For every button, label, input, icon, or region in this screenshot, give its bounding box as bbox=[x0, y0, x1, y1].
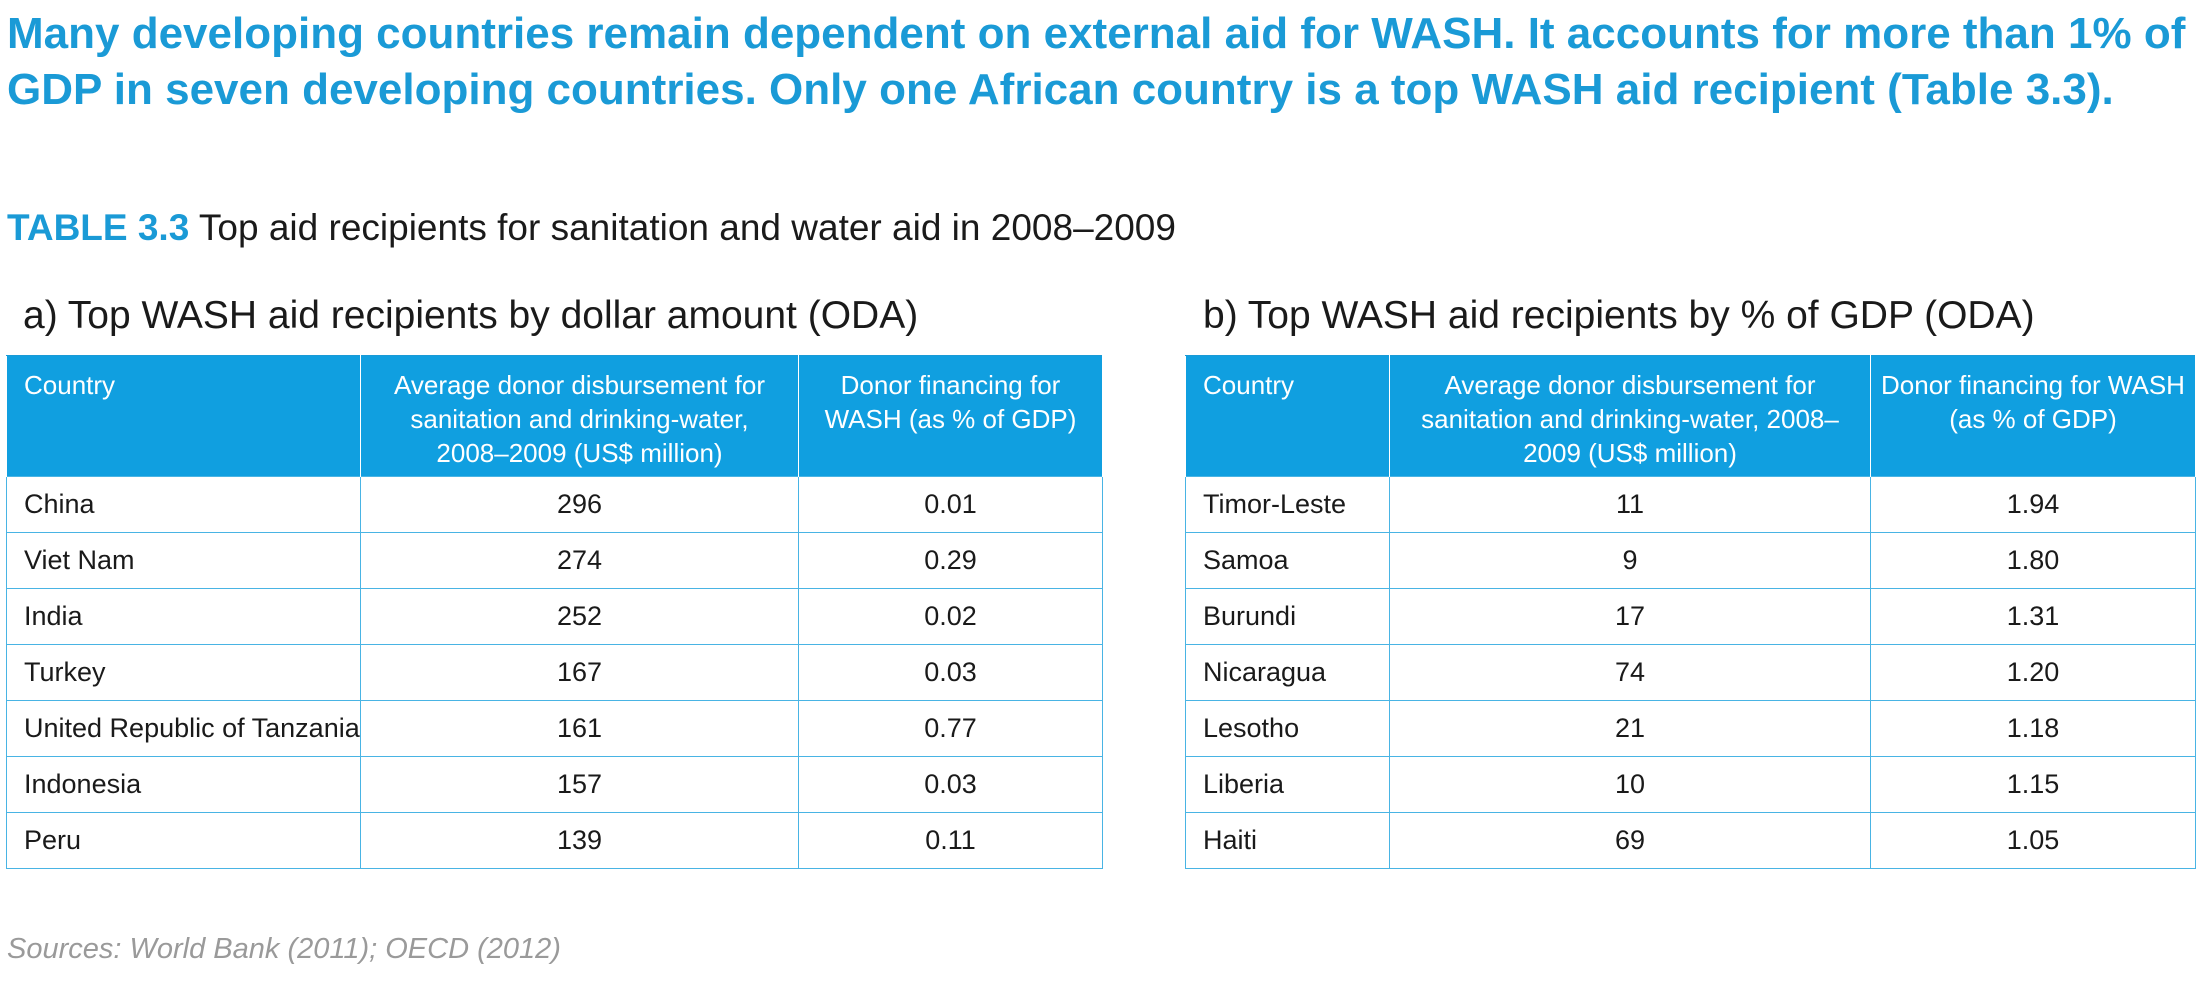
table-row: Indonesia 157 0.03 bbox=[6, 756, 1103, 813]
cell-gdp-share: 0.03 bbox=[798, 644, 1103, 701]
cell-gdp-share: 0.03 bbox=[798, 756, 1103, 813]
table-row: Viet Nam 274 0.29 bbox=[6, 532, 1103, 589]
cell-country: Liberia bbox=[1185, 756, 1390, 813]
sources-note: Sources: World Bank (2011); OECD (2012) bbox=[7, 933, 561, 965]
table-row: United Republic of Tanzania 161 0.77 bbox=[6, 700, 1103, 757]
cell-country: Lesotho bbox=[1185, 700, 1390, 757]
column-header-disbursement: Average donor disbursement for sanitatio… bbox=[360, 355, 799, 477]
table-a: Country Average donor disbursement for s… bbox=[6, 355, 1103, 869]
cell-country: Nicaragua bbox=[1185, 644, 1390, 701]
table-row: Haiti 69 1.05 bbox=[1185, 812, 2196, 869]
cell-disbursement: 9 bbox=[1389, 532, 1871, 589]
table-number: TABLE 3.3 bbox=[7, 207, 190, 248]
cell-gdp-share: 1.94 bbox=[1870, 476, 2196, 533]
cell-disbursement: 69 bbox=[1389, 812, 1871, 869]
cell-disbursement: 274 bbox=[360, 532, 799, 589]
cell-disbursement: 167 bbox=[360, 644, 799, 701]
table-row: Nicaragua 74 1.20 bbox=[1185, 644, 2196, 701]
cell-gdp-share: 1.18 bbox=[1870, 700, 2196, 757]
table-row: Turkey 167 0.03 bbox=[6, 644, 1103, 701]
cell-disbursement: 252 bbox=[360, 588, 799, 645]
cell-disbursement: 157 bbox=[360, 756, 799, 813]
cell-gdp-share: 1.31 bbox=[1870, 588, 2196, 645]
cell-disbursement: 74 bbox=[1389, 644, 1871, 701]
cell-disbursement: 21 bbox=[1389, 700, 1871, 757]
table-row: India 252 0.02 bbox=[6, 588, 1103, 645]
cell-disbursement: 11 bbox=[1389, 476, 1871, 533]
cell-country: Indonesia bbox=[6, 756, 361, 813]
cell-country: Burundi bbox=[1185, 588, 1390, 645]
cell-country: India bbox=[6, 588, 361, 645]
cell-gdp-share: 0.02 bbox=[798, 588, 1103, 645]
table-row: China 296 0.01 bbox=[6, 476, 1103, 533]
cell-disbursement: 161 bbox=[360, 700, 799, 757]
cell-gdp-share: 1.20 bbox=[1870, 644, 2196, 701]
table-row: Lesotho 21 1.18 bbox=[1185, 700, 2196, 757]
cell-country: Peru bbox=[6, 812, 361, 869]
cell-gdp-share: 1.80 bbox=[1870, 532, 2196, 589]
cell-gdp-share: 0.77 bbox=[798, 700, 1103, 757]
table-a-subtitle: a) Top WASH aid recipients by dollar amo… bbox=[23, 294, 919, 337]
cell-disbursement: 17 bbox=[1389, 588, 1871, 645]
cell-gdp-share: 1.05 bbox=[1870, 812, 2196, 869]
table-caption-text: Top aid recipients for sanitation and wa… bbox=[189, 207, 1176, 248]
table-row: Burundi 17 1.31 bbox=[1185, 588, 2196, 645]
cell-gdp-share: 0.01 bbox=[798, 476, 1103, 533]
headline: Many developing countries remain depende… bbox=[7, 9, 2186, 114]
cell-gdp-share: 0.11 bbox=[798, 812, 1103, 869]
table-caption: TABLE 3.3 Top aid recipients for sanitat… bbox=[7, 203, 1176, 253]
column-header-country: Country bbox=[6, 355, 361, 477]
column-header-disbursement: Average donor disbursement for sanitatio… bbox=[1389, 355, 1871, 477]
column-header-gdp-share: Donor financing for WASH (as % of GDP) bbox=[1870, 355, 2196, 477]
column-header-gdp-share: Donor financing for WASH (as % of GDP) bbox=[798, 355, 1103, 477]
cell-country: China bbox=[6, 476, 361, 533]
table-header-row: Country Average donor disbursement for s… bbox=[1185, 355, 2196, 477]
table-b-subtitle: b) Top WASH aid recipients by % of GDP (… bbox=[1203, 294, 2035, 337]
column-header-country: Country bbox=[1185, 355, 1390, 477]
cell-disbursement: 10 bbox=[1389, 756, 1871, 813]
cell-country: Viet Nam bbox=[6, 532, 361, 589]
table-row: Timor-Leste 11 1.94 bbox=[1185, 476, 2196, 533]
cell-country: Samoa bbox=[1185, 532, 1390, 589]
cell-gdp-share: 0.29 bbox=[798, 532, 1103, 589]
table-b: Country Average donor disbursement for s… bbox=[1185, 355, 2196, 869]
cell-disbursement: 139 bbox=[360, 812, 799, 869]
cell-country: Timor-Leste bbox=[1185, 476, 1390, 533]
table-row: Liberia 10 1.15 bbox=[1185, 756, 2196, 813]
cell-disbursement: 296 bbox=[360, 476, 799, 533]
table-header-row: Country Average donor disbursement for s… bbox=[6, 355, 1103, 477]
cell-gdp-share: 1.15 bbox=[1870, 756, 2196, 813]
table-row: Samoa 9 1.80 bbox=[1185, 532, 2196, 589]
cell-country: Turkey bbox=[6, 644, 361, 701]
table-row: Peru 139 0.11 bbox=[6, 812, 1103, 869]
cell-country: Haiti bbox=[1185, 812, 1390, 869]
cell-country: United Republic of Tanzania bbox=[6, 700, 361, 757]
